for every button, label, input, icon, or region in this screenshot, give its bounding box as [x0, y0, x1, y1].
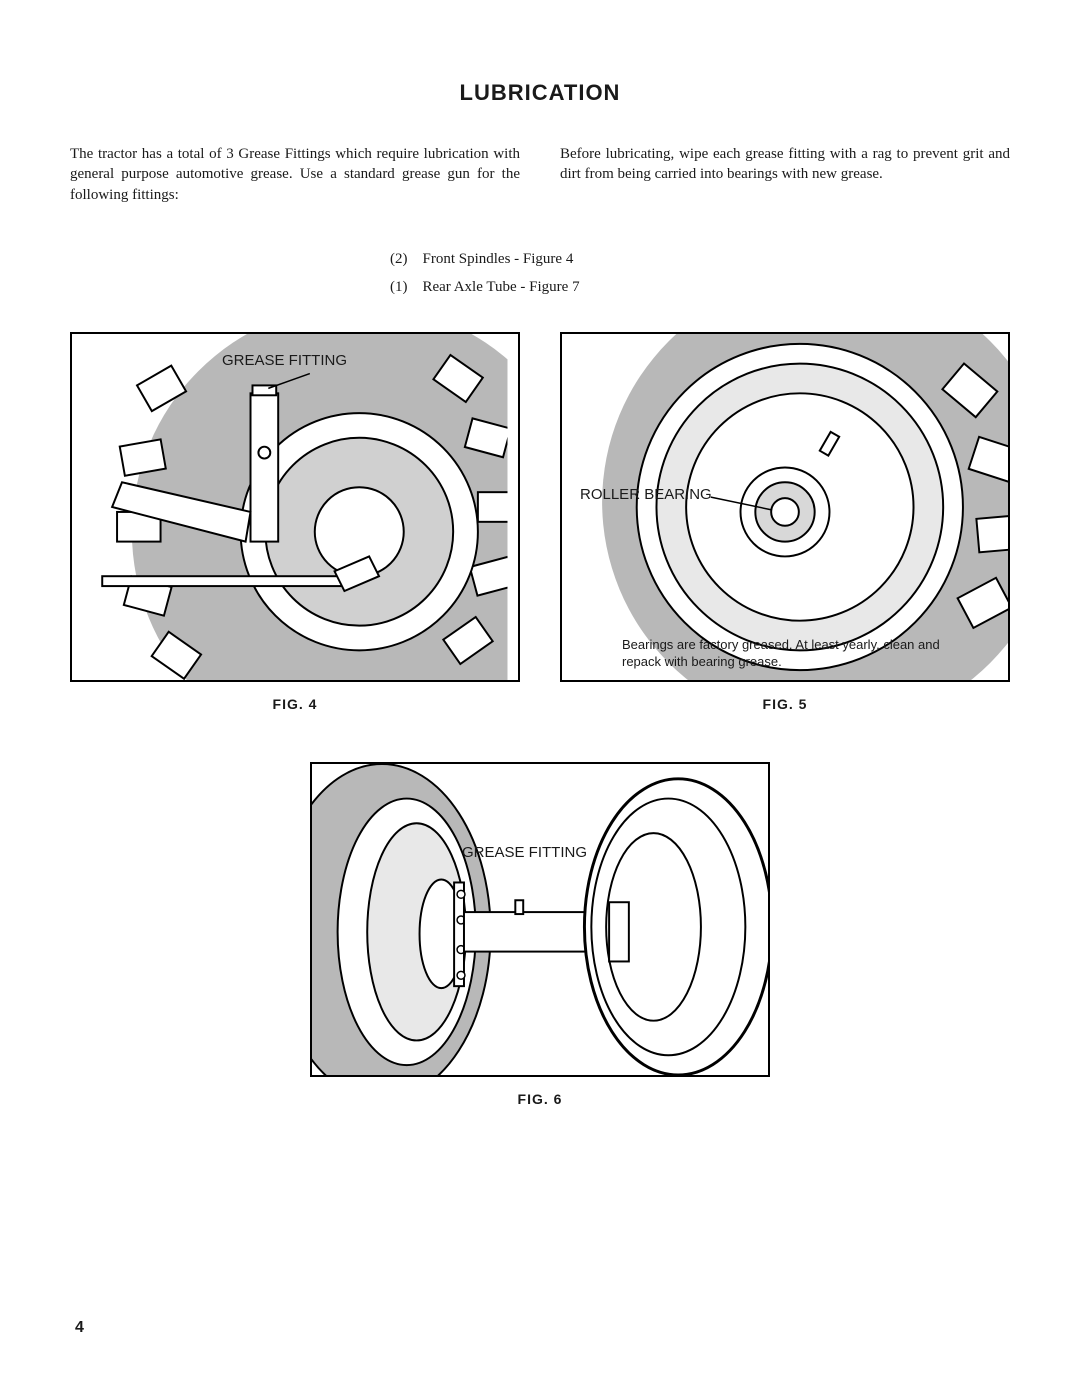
page-title: LUBRICATION	[70, 80, 1010, 106]
figure-4-label: GREASE FITTING	[222, 352, 347, 369]
figure-5: ROLLER BEARING Bearings are factory grea…	[560, 332, 1010, 712]
page-number: 4	[75, 1319, 84, 1337]
figure-6-illustration	[312, 764, 768, 1075]
figure-5-label: ROLLER BEARING	[580, 486, 712, 503]
fittings-list: (2) Front Spindles - Figure 4 (1) Rear A…	[390, 245, 690, 302]
list-item: (1) Rear Axle Tube - Figure 7	[390, 273, 690, 302]
intro-right: Before lubricating, wipe each grease fit…	[560, 144, 1010, 205]
figure-4-caption: FIG. 4	[70, 696, 520, 712]
intro-left: The tractor has a total of 3 Grease Fitt…	[70, 144, 520, 205]
figure-6-label: GREASE FITTING	[462, 844, 587, 861]
figure-5-illustration	[562, 334, 1008, 680]
figure-6: GREASE FITTING FIG. 6	[310, 762, 770, 1107]
intro-columns: The tractor has a total of 3 Grease Fitt…	[70, 144, 1010, 205]
figure-5-note: Bearings are factory greased. At least y…	[622, 637, 968, 670]
figure-4-illustration	[72, 334, 518, 680]
figure-4: GREASE FITTING FIG. 4	[70, 332, 520, 712]
list-item: (2) Front Spindles - Figure 4	[390, 245, 690, 274]
figure-6-caption: FIG. 6	[310, 1091, 770, 1107]
figure-5-caption: FIG. 5	[560, 696, 1010, 712]
